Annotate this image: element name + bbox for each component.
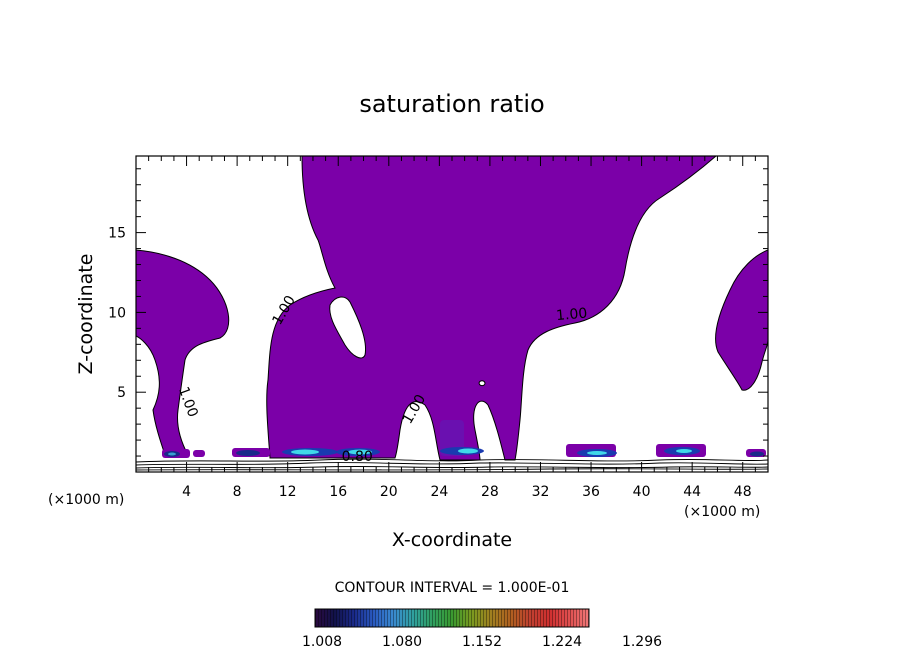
saturated-region-left bbox=[136, 249, 230, 456]
contour-label: 0.80 bbox=[342, 449, 373, 465]
x-tick-label: 24 bbox=[430, 484, 448, 500]
core bbox=[676, 449, 692, 453]
y-ticks bbox=[136, 168, 768, 457]
supersaturated-cores bbox=[164, 447, 764, 457]
core bbox=[168, 452, 176, 456]
y-axis-label: Z-coordinate bbox=[75, 254, 97, 375]
y-tick-labels: 5 10 15 bbox=[108, 226, 126, 402]
chart-title: saturation ratio bbox=[359, 90, 544, 118]
y-tick-label: 15 bbox=[108, 226, 126, 242]
x-tick-label: 12 bbox=[279, 484, 297, 500]
x-tick-label: 36 bbox=[582, 484, 600, 500]
unsaturated-hole bbox=[329, 296, 367, 359]
unsaturated-hole-small bbox=[478, 380, 486, 387]
x-tick-labels: 4 8 12 16 20 24 28 32 36 40 44 48 bbox=[182, 484, 752, 500]
colorbar-frame bbox=[314, 608, 590, 628]
colorbar-tick-label: 1.080 bbox=[382, 634, 422, 650]
x-tick-label: 40 bbox=[633, 484, 651, 500]
x-unit-right: (×1000 m) bbox=[684, 504, 760, 520]
colorbar-tick-label: 1.152 bbox=[462, 634, 502, 650]
colorbar-tick-labels: 1.008 1.080 1.152 1.224 1.296 bbox=[302, 634, 662, 650]
y-tick-label: 5 bbox=[117, 385, 126, 401]
x-axis-label: X-coordinate bbox=[392, 529, 512, 551]
x-tick-label: 16 bbox=[329, 484, 347, 500]
x-tick-label: 20 bbox=[380, 484, 398, 500]
core bbox=[236, 450, 260, 456]
colorbar-tick-label: 1.224 bbox=[542, 634, 582, 650]
core bbox=[587, 451, 607, 455]
saturated-region-main bbox=[266, 156, 717, 461]
surface-patch bbox=[440, 420, 464, 456]
x-tick-label: 32 bbox=[532, 484, 550, 500]
x-tick-label: 28 bbox=[481, 484, 499, 500]
x-tick-label: 8 bbox=[233, 484, 242, 500]
x-tick-label: 44 bbox=[683, 484, 701, 500]
y-tick-label: 10 bbox=[108, 305, 126, 321]
core bbox=[750, 451, 764, 457]
x-ticks bbox=[148, 156, 756, 472]
core bbox=[348, 449, 372, 455]
colorbar: 1.008 1.080 1.152 1.224 1.296 bbox=[302, 608, 662, 650]
x-unit-left: (×1000 m) bbox=[48, 492, 124, 508]
colorbar-tick-label: 1.296 bbox=[622, 634, 662, 650]
contour-interval-text: CONTOUR INTERVAL = 1.000E-01 bbox=[335, 580, 570, 596]
core bbox=[291, 449, 319, 455]
x-tick-label: 4 bbox=[182, 484, 191, 500]
x-tick-label: 48 bbox=[734, 484, 752, 500]
contour-label: 1.00 bbox=[556, 305, 588, 324]
colorbar-stripes bbox=[315, 609, 589, 627]
plot-fill-group bbox=[136, 156, 768, 471]
colorbar-tick-label: 1.008 bbox=[302, 634, 342, 650]
core bbox=[458, 448, 478, 454]
surface-patch bbox=[193, 450, 205, 457]
saturated-region-right bbox=[715, 249, 768, 391]
